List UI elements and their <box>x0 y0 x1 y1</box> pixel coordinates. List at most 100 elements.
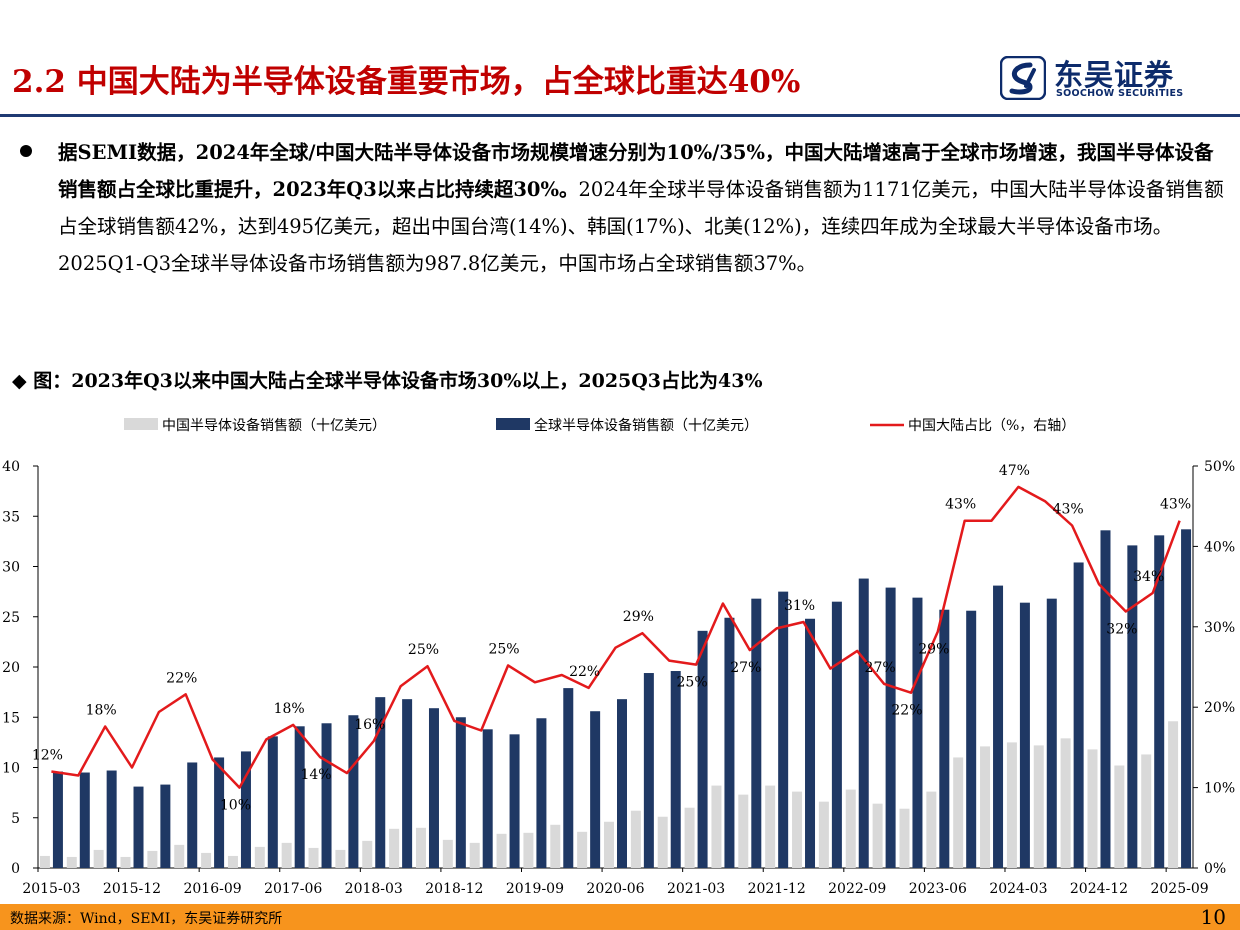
share-data-label: 12% <box>32 748 63 764</box>
china-sales-bar <box>1141 754 1152 868</box>
china-sales-bar <box>281 842 292 868</box>
x-axis-tick-label: 2020-06 <box>586 881 644 897</box>
right-axis-tick-label: 40% <box>1204 539 1235 555</box>
china-sales-bar <box>335 849 346 868</box>
global-sales-bar <box>1127 545 1138 868</box>
summary-bold-text: 据SEMI数据，2024年全球/中国大陆半导体设备市场规模增速分别为10%/35… <box>58 141 1214 201</box>
share-data-label: 32% <box>1106 622 1137 638</box>
left-axis-tick-label: 10 <box>2 761 20 777</box>
china-sales-bar <box>523 832 534 868</box>
summary-paragraph: 据SEMI数据，2024年全球/中国大陆半导体设备市场规模增速分别为10%/35… <box>58 134 1228 282</box>
china-sales-bar <box>657 816 668 868</box>
share-data-label: 29% <box>918 642 949 658</box>
share-data-label: 34% <box>1133 569 1164 585</box>
x-axis-tick-label: 2018-12 <box>425 881 483 897</box>
global-sales-bar <box>831 601 842 868</box>
china-share-line <box>51 485 1181 789</box>
china-sales-bar <box>147 850 158 868</box>
global-sales-bar <box>1046 598 1057 868</box>
data-source: 数据来源：Wind，SEMI，东吴证券研究所 <box>10 911 283 927</box>
global-sales-bar <box>402 699 413 868</box>
china-sales-bar <box>980 746 991 868</box>
global-sales-bar <box>79 772 90 868</box>
x-axis-tick-label: 2016-09 <box>183 881 241 897</box>
china-sales-bar <box>1006 742 1017 868</box>
left-axis-tick-label: 40 <box>2 459 20 475</box>
share-data-label: 14% <box>300 767 331 783</box>
share-data-label: 18% <box>86 702 117 718</box>
global-sales-bar <box>697 630 708 868</box>
global-sales-bar <box>805 618 816 868</box>
global-sales-bar <box>1100 530 1111 868</box>
china-sales-bar <box>577 831 588 868</box>
share-data-label: 47% <box>999 463 1030 479</box>
china-sales-bar <box>1060 738 1071 868</box>
global-sales-bar <box>858 578 869 868</box>
global-sales-bar <box>106 770 117 868</box>
china-sales-bar <box>926 791 937 868</box>
global-sales-bar <box>187 762 198 868</box>
global-sales-bar <box>52 771 63 868</box>
china-sales-bar <box>442 839 453 868</box>
global-sales-bar <box>294 726 305 868</box>
share-data-label: 27% <box>730 660 761 676</box>
logo-english-name: SOOCHOW SECURITIES <box>1056 88 1184 99</box>
share-data-label: 43% <box>1053 501 1084 517</box>
x-axis-tick-label: 2022-09 <box>828 881 886 897</box>
share-data-label: 10% <box>220 798 251 814</box>
soochow-logo-icon <box>1000 56 1046 100</box>
china-sales-bar <box>1168 721 1179 868</box>
global-sales-bar <box>993 585 1004 868</box>
share-data-label: 29% <box>623 609 654 625</box>
header-divider <box>0 114 1240 117</box>
share-data-label: 16% <box>354 717 385 733</box>
left-axis-tick-label: 0 <box>11 861 20 877</box>
global-sales-bar <box>240 751 251 868</box>
china-sales-bar <box>201 852 212 868</box>
share-data-label: 22% <box>891 703 922 719</box>
china-sales-bar <box>818 801 829 868</box>
share-data-label: 27% <box>865 660 896 676</box>
global-sales-bar <box>1073 562 1084 868</box>
left-axis-tick-label: 15 <box>2 710 20 726</box>
china-sales-bar <box>254 846 265 868</box>
semiconductor-equipment-chart: 中国半导体设备销售额（十亿美元） 全球半导体设备销售额（十亿美元） 中国大陆占比（%… <box>2 417 1235 897</box>
global-sales-bar <box>778 591 789 868</box>
china-sales-bar <box>227 855 238 868</box>
global-sales-bar <box>536 718 547 868</box>
china-sales-bar <box>899 808 910 868</box>
x-axis-tick-label: 2015-03 <box>22 881 80 897</box>
china-sales-bar <box>362 840 373 868</box>
china-sales-bar <box>792 791 803 868</box>
x-axis-tick-label: 2017-06 <box>264 881 322 897</box>
right-axis-tick-label: 50% <box>1204 459 1235 475</box>
china-sales-bar <box>1087 749 1098 868</box>
china-sales-bar <box>953 757 964 868</box>
legend-swatch-global <box>496 418 530 430</box>
china-sales-bar <box>765 785 776 868</box>
left-axis-tick-label: 35 <box>2 509 20 525</box>
left-axis-tick-label: 25 <box>2 610 20 626</box>
global-sales-bar <box>267 736 278 868</box>
china-sales-bar <box>93 849 104 868</box>
global-sales-bar <box>724 617 735 868</box>
x-axis-tick-label: 2023-06 <box>909 881 967 897</box>
global-sales-bar <box>455 717 466 868</box>
china-sales-bar <box>630 810 641 868</box>
global-sales-bar <box>160 784 171 868</box>
share-data-label: 18% <box>274 701 305 717</box>
company-logo: 东吴证券 SOOCHOW SECURITIES <box>1000 50 1230 106</box>
global-sales-bar <box>885 587 896 868</box>
global-sales-bar <box>751 598 762 868</box>
china-sales-bar <box>711 785 722 868</box>
global-sales-bar <box>643 673 654 868</box>
china-sales-bar <box>469 842 480 868</box>
global-sales-bar <box>482 729 493 868</box>
global-sales-bar <box>133 786 144 868</box>
global-sales-bar <box>966 610 977 868</box>
left-axis-tick-label: 20 <box>2 660 20 676</box>
global-sales-bar <box>1019 602 1030 868</box>
china-sales-bar <box>496 833 507 868</box>
china-sales-bar <box>1114 765 1125 868</box>
global-sales-bar <box>912 597 923 868</box>
